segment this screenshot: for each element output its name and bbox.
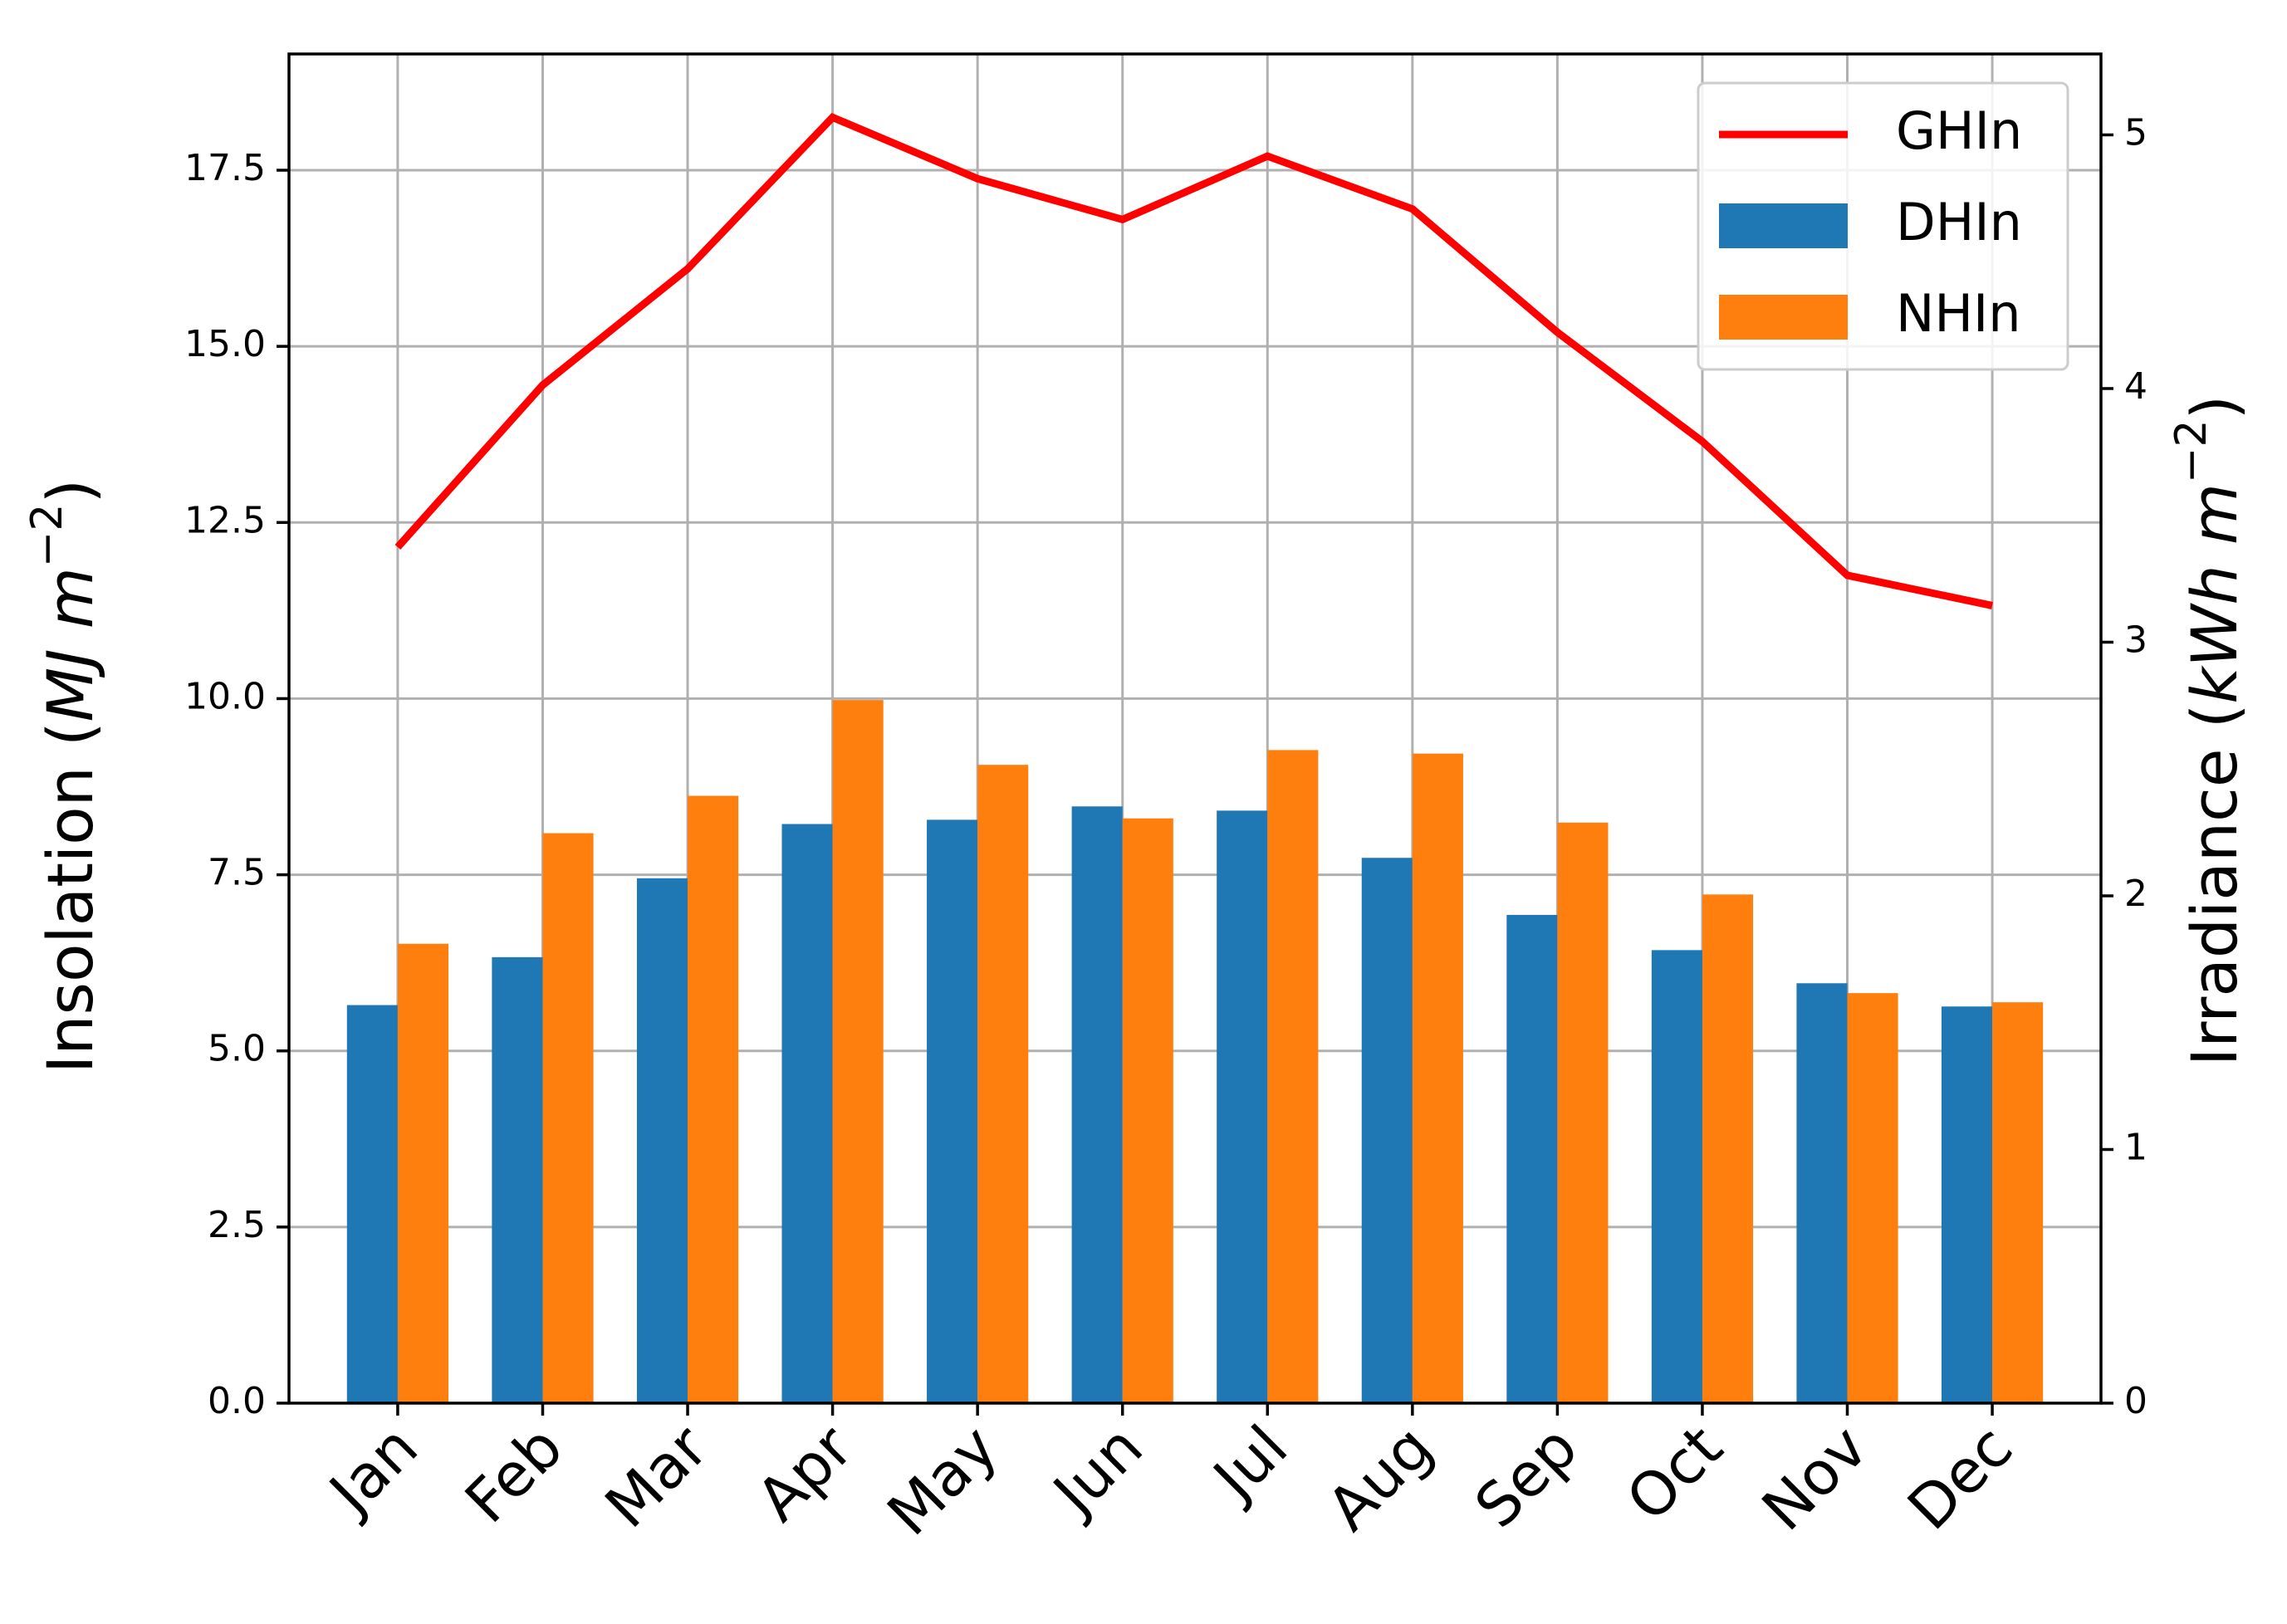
x-tick-label-apr: Apr — [743, 1411, 866, 1534]
bar-nhin-aug — [1412, 753, 1463, 1403]
x-tick-label-jun: Jun — [1038, 1412, 1156, 1530]
legend-swatch-dhin — [1719, 203, 1848, 248]
line-layer — [394, 113, 1994, 609]
bar-nhin-dec — [1992, 1002, 2044, 1403]
y-right-axis-title-text: Irradiance ( — [2177, 704, 2251, 1067]
y-left-tick-label: 5.0 — [208, 1028, 266, 1070]
legend-swatch-nhin — [1719, 295, 1848, 340]
axes-layer — [287, 52, 2103, 1405]
y-right-axis-title-close: ) — [2177, 395, 2251, 420]
bar-nhin-jun — [1122, 818, 1173, 1403]
plot-frame — [287, 52, 2103, 1405]
x-tick-label-sep: Sep — [1462, 1412, 1590, 1541]
bar-nhin-nov — [1847, 993, 1898, 1403]
line-ghin — [394, 113, 1994, 609]
y-left-tick-label: 15.0 — [184, 323, 266, 365]
bar-nhin-mar — [688, 795, 739, 1403]
bar-dhin-apr — [781, 824, 833, 1403]
bar-dhin-jun — [1071, 806, 1123, 1403]
y-left-tick-label: 12.5 — [184, 499, 266, 541]
bar-nhin-feb — [542, 833, 594, 1403]
y-left-tick-label: 17.5 — [184, 147, 266, 189]
y-right-tick-label: 1 — [2124, 1126, 2147, 1168]
bar-dhin-dec — [1941, 1006, 1993, 1403]
legend: GHIn DHIn NHIn — [1697, 81, 2069, 371]
axis-titles-layer: Insolation (MJ m−2)Irradiance (kWh m−2) — [22, 395, 2251, 1074]
x-tick-label-dec: Dec — [1894, 1412, 2025, 1543]
y-left-tick-label: 2.5 — [208, 1204, 266, 1246]
x-tick-label-oct: Oct — [1614, 1412, 1736, 1534]
y-left-tick-label: 0.0 — [208, 1380, 266, 1422]
bar-dhin-oct — [1651, 950, 1702, 1403]
x-tick-label-jan: Jan — [314, 1412, 431, 1529]
bar-dhin-jan — [346, 1005, 398, 1403]
y-right-tick-label: 2 — [2124, 873, 2147, 915]
bar-nhin-apr — [832, 700, 884, 1403]
bar-nhin-jul — [1267, 750, 1319, 1403]
y-right-axis-title: Irradiance (kWh m−2) — [2167, 395, 2251, 1066]
bars-layer — [346, 700, 2044, 1403]
y-left-axis-title-text: Insolation ( — [33, 722, 107, 1074]
y-left-tick-label: 10.0 — [184, 675, 266, 717]
bar-nhin-may — [977, 765, 1029, 1403]
bar-dhin-aug — [1361, 858, 1413, 1403]
x-tick-label-feb: Feb — [452, 1412, 576, 1537]
bar-dhin-feb — [492, 956, 543, 1403]
legend-label-ghin: GHIn — [1896, 100, 2022, 161]
y-left-axis-title-unit: MJ m — [33, 567, 107, 722]
y-left-axis-title-close: ) — [33, 479, 107, 504]
bar-nhin-jan — [397, 943, 449, 1403]
x-tick-label-mar: Mar — [592, 1411, 722, 1541]
y-right-axis-title-unit: kWh m — [2177, 483, 2251, 704]
y-right-tick-label: 5 — [2124, 111, 2147, 154]
y-left-axis-title-exponent: −2 — [22, 504, 72, 568]
y-right-tick-label: 0 — [2124, 1380, 2147, 1422]
y-right-tick-label: 3 — [2124, 619, 2147, 661]
bar-dhin-sep — [1506, 914, 1558, 1403]
y-right-axis-title-exponent: −2 — [2167, 419, 2216, 483]
bar-dhin-may — [927, 819, 978, 1403]
x-tick-label-nov: Nov — [1749, 1412, 1881, 1544]
x-tick-label-may: May — [874, 1412, 1011, 1549]
bar-nhin-sep — [1557, 822, 1609, 1403]
bar-dhin-jul — [1217, 810, 1268, 1403]
y-left-tick-label: 7.5 — [208, 852, 266, 894]
legend-label-nhin: NHIn — [1896, 283, 2021, 344]
x-tick-label-jul: Jul — [1198, 1412, 1301, 1515]
legend-label-dhin: DHIn — [1896, 192, 2022, 252]
y-right-tick-label: 4 — [2124, 365, 2147, 408]
y-left-axis-title: Insolation (MJ m−2) — [22, 479, 107, 1074]
bar-dhin-nov — [1796, 983, 1848, 1403]
bar-dhin-mar — [636, 878, 688, 1403]
bar-nhin-oct — [1702, 894, 1754, 1403]
x-tick-label-aug: Aug — [1314, 1412, 1446, 1544]
